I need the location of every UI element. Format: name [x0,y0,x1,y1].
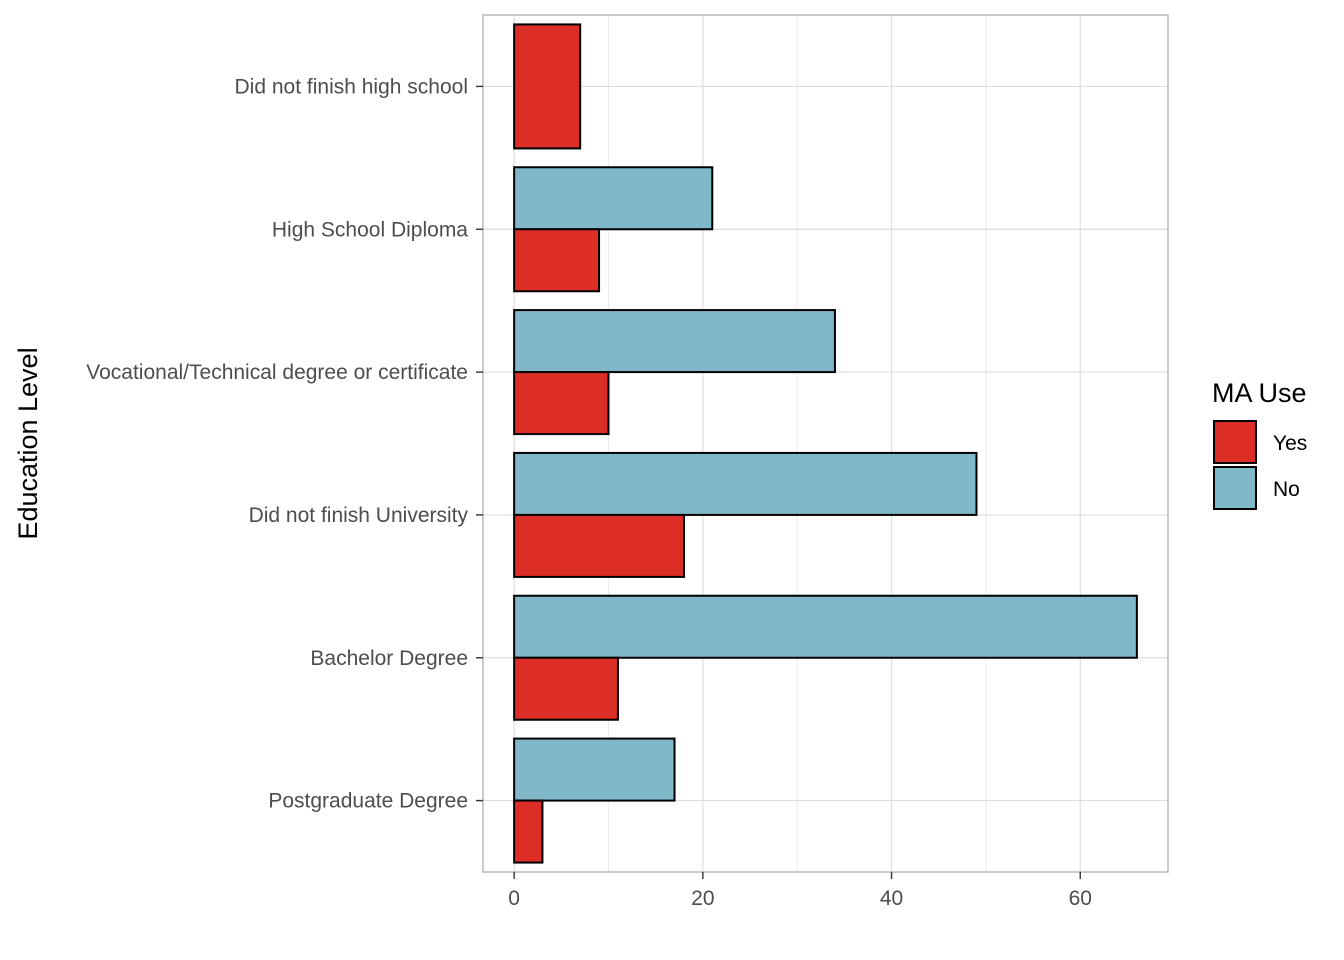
legend-label-no: No [1273,478,1300,501]
x-tick-label: 0 [508,887,520,910]
bar-no [513,309,836,374]
y-axis-title: Education Level [13,347,43,539]
y-tick-label: Did not finish University [249,504,469,527]
bars [513,23,1138,864]
legend: MA Use Yes No [1212,378,1307,510]
y-tick-label: Vocational/Technical degree or certifica… [86,361,468,384]
panel-border [482,14,1169,873]
legend-key-yes [1213,420,1257,464]
x-tick-label: 20 [691,887,714,910]
y-tick-label: Bachelor Degree [310,647,468,670]
bar-no [513,451,978,516]
legend-title: MA Use [1212,378,1307,408]
bar-no [513,737,676,802]
bar-yes [513,799,544,864]
legend-items: Yes No [1213,420,1307,510]
legend-label-yes: Yes [1273,432,1307,455]
x-tick-label: 40 [880,887,903,910]
bar-no [513,594,1138,659]
bar-no [513,166,714,231]
bar-yes [513,371,610,436]
axes: Did not finish high school High School Di… [86,75,1092,910]
bar-yes [513,513,685,578]
legend-key-no [1213,466,1257,510]
y-tick-label: High School Diploma [272,218,468,241]
x-tick-label: 60 [1069,887,1092,910]
bar-yes [513,23,582,150]
bar-yes [513,656,619,721]
y-tick-label: Did not finish high school [235,75,468,98]
bar-yes [513,228,601,293]
y-tick-label: Postgraduate Degree [268,790,468,813]
